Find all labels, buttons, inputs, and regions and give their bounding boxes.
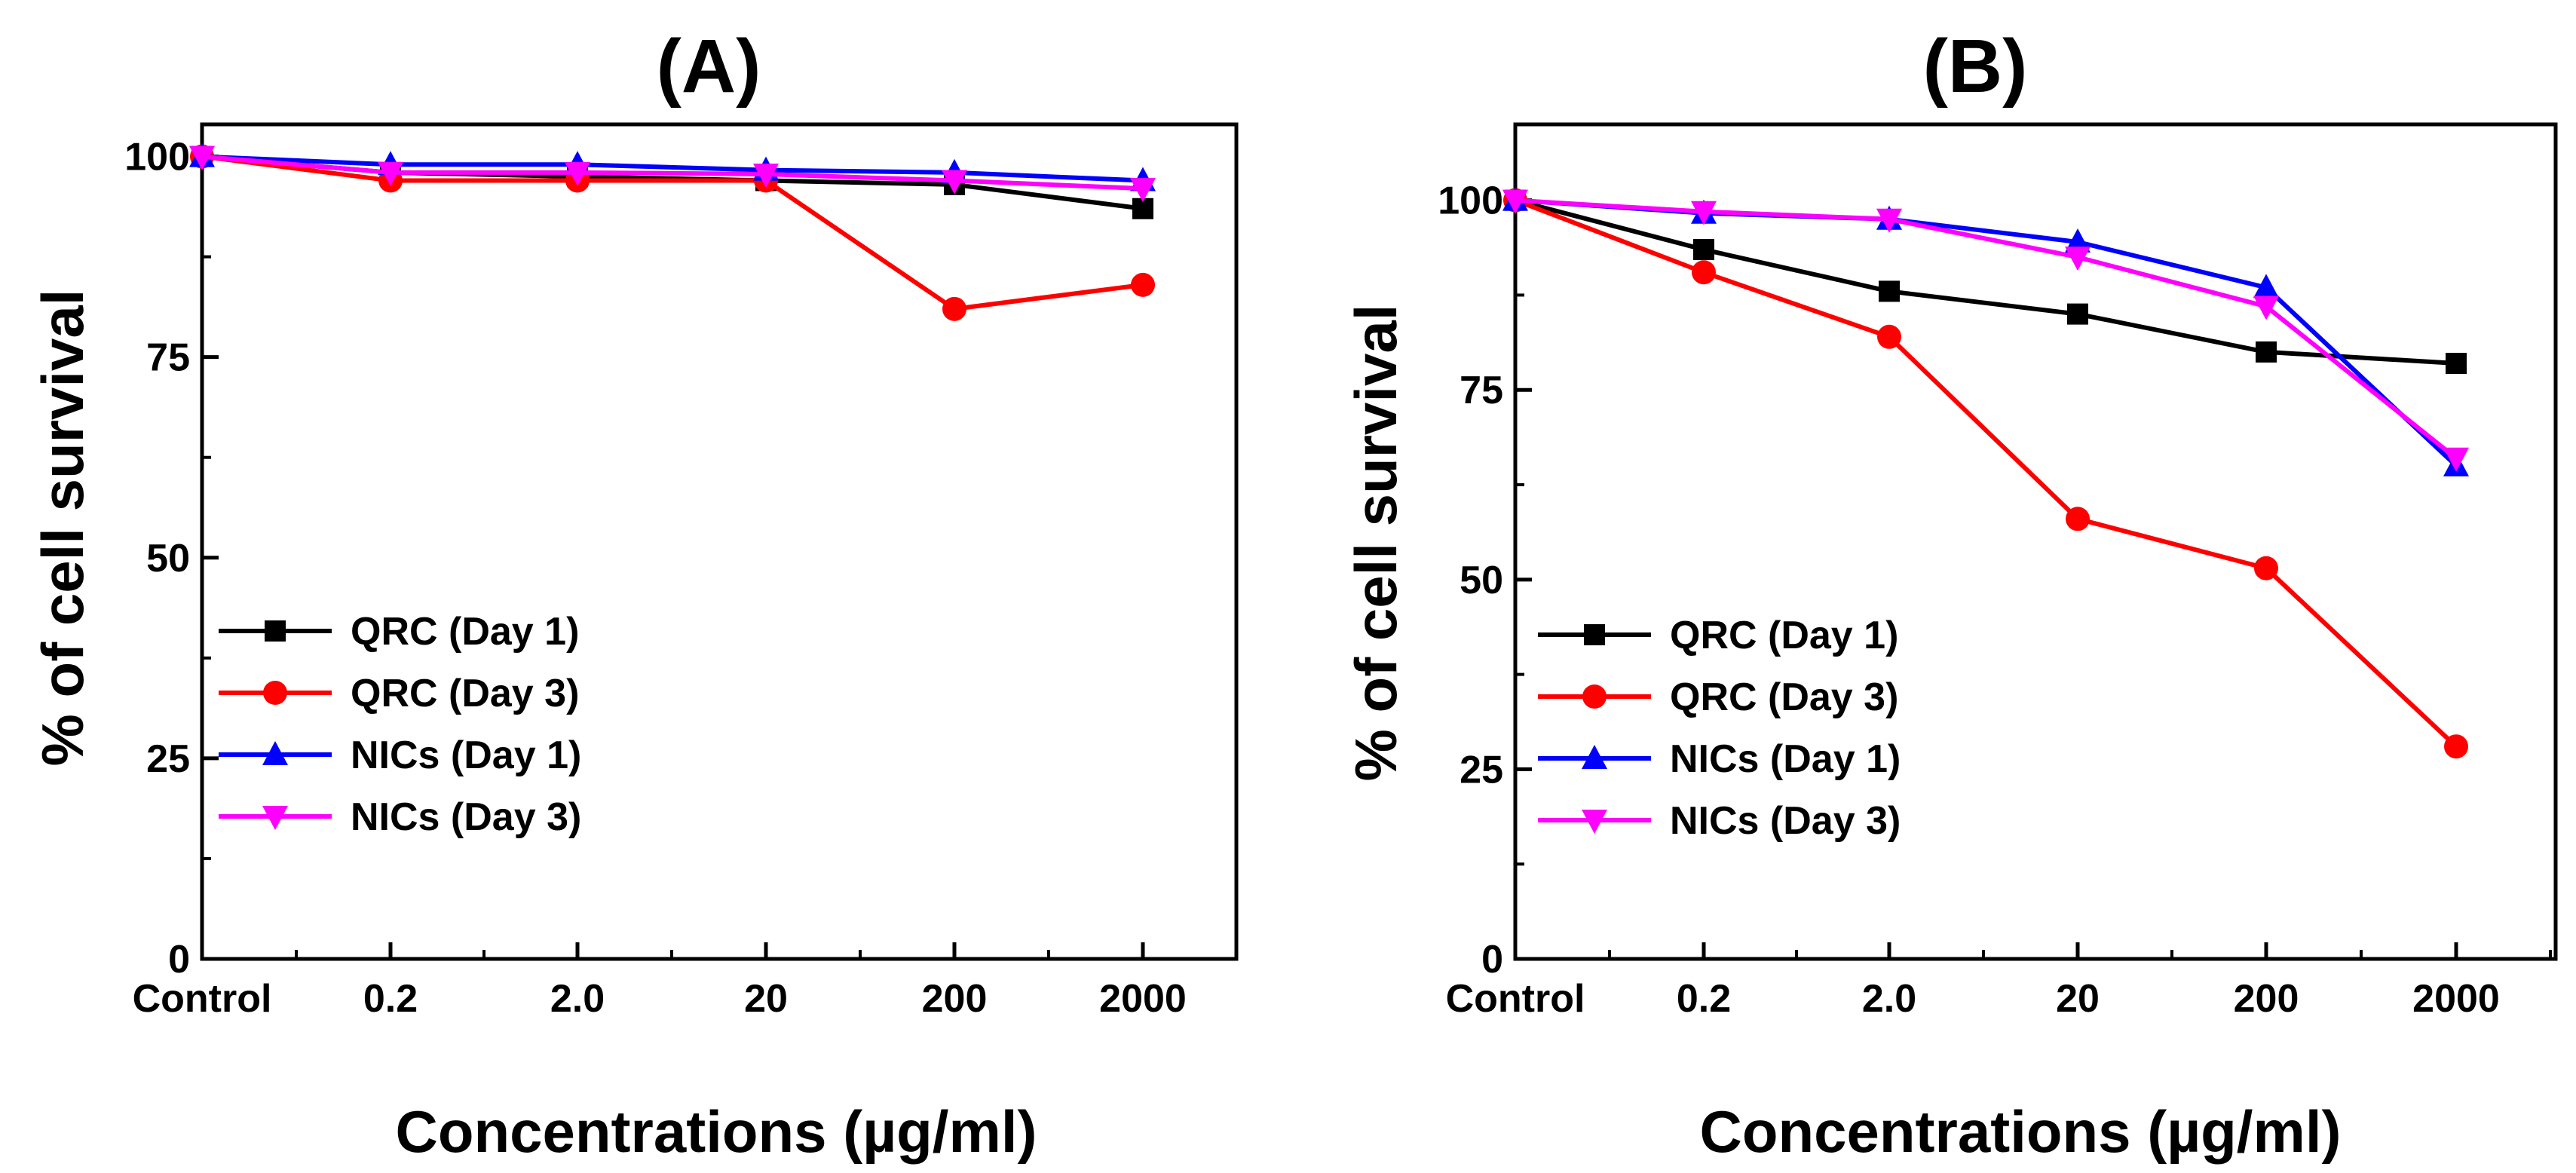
chart-panel-a: (A) 0 25 50 75 100 Control 0.2 2.0 20 200 2000 Conce…	[29, 24, 1239, 1165]
y-tick-label: 0	[168, 938, 190, 982]
legend-entry: QRC (Day 1)	[1538, 614, 1898, 657]
y-axis-label: % of cell survival	[29, 289, 96, 767]
series-qrc-day-1	[1505, 189, 2467, 375]
legend-label: NICs (Day 1)	[1670, 737, 1901, 781]
data-point	[1879, 280, 1900, 302]
y-tick-label: 50	[1460, 559, 1503, 602]
legend-label: NICs (Day 3)	[351, 795, 581, 839]
panel-title: (B)	[1923, 24, 2028, 109]
data-point	[1502, 189, 1528, 214]
data-point	[2444, 734, 2468, 759]
series-line	[1515, 198, 2457, 366]
x-tick-label: Control	[1446, 977, 1585, 1021]
data-point	[189, 145, 215, 170]
x-tick-label: 20	[744, 977, 788, 1021]
data-point	[2254, 556, 2278, 580]
data-point	[2066, 507, 2090, 531]
series-qrc-day-3	[190, 144, 1155, 321]
legend-entry: NICs (Day 3)	[219, 795, 581, 839]
data-point	[2067, 303, 2088, 325]
legend-label: QRC (Day 1)	[1670, 614, 1898, 657]
series-line	[201, 154, 1144, 311]
y-tick-label: 100	[1438, 179, 1503, 223]
plot-frame	[1513, 122, 2558, 961]
data-point	[1691, 201, 1717, 225]
y-tick-label: 75	[1460, 369, 1503, 412]
data-point	[942, 170, 967, 194]
data-point	[1877, 324, 1901, 349]
series-line	[1514, 198, 2458, 749]
data-point	[753, 163, 779, 188]
x-axis-label: Concentrations (µg/ml)	[396, 1098, 1037, 1165]
legend-label: NICs (Day 3)	[1670, 799, 1901, 843]
data-point	[2446, 353, 2467, 375]
legend-entry: QRC (Day 3)	[219, 672, 579, 715]
data-point	[2443, 447, 2469, 472]
legend-marker	[263, 681, 287, 705]
legend-entry: NICs (Day 1)	[219, 734, 581, 777]
data-point	[1131, 272, 1155, 297]
series-qrc-day-3	[1503, 188, 2468, 759]
chart-panel-b: (B) 0 25 50 75 100 Control 0.2 2.0 20 200 2000 Conce…	[1343, 24, 2558, 1165]
legend-label: QRC (Day 1)	[351, 610, 579, 654]
legend-entry: QRC (Day 3)	[1538, 675, 1898, 719]
x-tick-label: 0.2	[1677, 977, 1731, 1021]
legend-marker	[1584, 624, 1605, 645]
legend-label: NICs (Day 1)	[351, 734, 581, 777]
series-line	[201, 154, 1144, 191]
data-point	[2065, 247, 2091, 271]
series-nics-day-3	[1502, 189, 2469, 472]
x-tick-label: 0.2	[363, 977, 418, 1021]
plot-frame	[200, 122, 1239, 961]
legend-entry: NICs (Day 1)	[1538, 737, 1901, 781]
legend-marker	[262, 806, 288, 830]
x-tick-label: 2000	[1099, 977, 1187, 1021]
x-tick-label: 200	[2234, 977, 2299, 1021]
legend-marker	[262, 741, 288, 765]
data-point	[2253, 296, 2279, 320]
y-tick-label: 25	[1460, 748, 1503, 792]
legend-entry: QRC (Day 1)	[219, 610, 579, 654]
legend-marker	[1582, 810, 1607, 834]
legend-entry: NICs (Day 3)	[1538, 799, 1901, 843]
y-tick-label: 25	[146, 737, 190, 781]
data-point	[1693, 239, 1714, 261]
legend-marker	[1582, 685, 1607, 709]
legend-label: QRC (Day 3)	[1670, 675, 1898, 719]
y-tick-label: 0	[1481, 938, 1503, 982]
data-point	[1130, 178, 1156, 203]
series-line	[1515, 198, 2458, 461]
series-nics-day-3	[189, 145, 1156, 203]
x-tick-label: 20	[2056, 977, 2100, 1021]
x-tick-label: 2.0	[550, 977, 605, 1021]
data-point	[1692, 260, 1716, 285]
x-tick-label: 200	[922, 977, 988, 1021]
series-line	[201, 154, 1144, 183]
x-tick-label: Control	[133, 977, 272, 1021]
data-point	[1876, 208, 1902, 233]
legend-label: QRC (Day 3)	[351, 672, 579, 715]
y-tick-label: 75	[146, 336, 190, 380]
data-point	[565, 161, 590, 186]
data-point	[2256, 341, 2277, 363]
data-point	[2065, 228, 2091, 253]
x-axis-label: Concentrations (µg/ml)	[1700, 1098, 2342, 1165]
data-point	[378, 161, 403, 186]
data-point	[2253, 274, 2279, 299]
y-axis-label: % of cell survival	[1343, 305, 1409, 782]
x-tick-label: 2000	[2412, 977, 2500, 1021]
legend-marker	[265, 620, 286, 642]
data-point	[942, 296, 966, 321]
y-tick-label: 100	[124, 136, 190, 179]
y-tick-label: 50	[146, 537, 190, 580]
legend-marker	[1582, 745, 1607, 769]
panel-title: (A)	[657, 24, 761, 109]
x-tick-label: 2.0	[1862, 977, 1916, 1021]
